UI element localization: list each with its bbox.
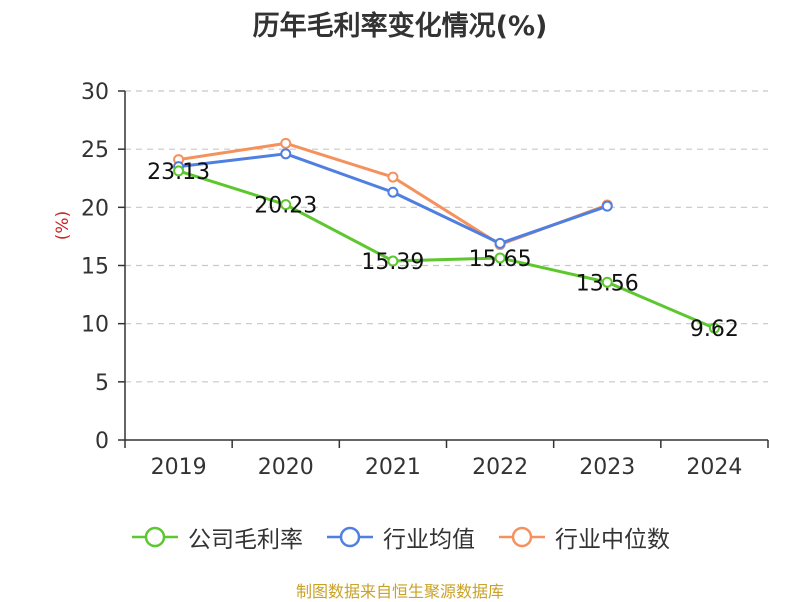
series-line-0 [178, 169, 716, 330]
data-label-2019: 23.13 [147, 160, 210, 185]
legend-swatch-industry-mean [327, 526, 373, 548]
y-tick-label-25: 25 [81, 138, 109, 163]
x-tick-label-2020: 2020 [258, 455, 314, 480]
series-1-point-2022 [494, 237, 506, 249]
x-tick-label-2023: 2023 [579, 455, 635, 480]
legend-item-company[interactable]: 公司毛利率 [130, 520, 303, 554]
legend-item-industry-mean[interactable]: 行业均值 [325, 520, 475, 554]
y-axis-label: (%) [53, 211, 73, 240]
y-tick-label-10: 10 [81, 313, 109, 338]
data-label-2021: 15.39 [361, 250, 424, 275]
series-1-point-2023 [601, 200, 613, 212]
legend-swatch-industry-median [499, 526, 545, 548]
series-1-point-2021 [387, 186, 399, 198]
legend: 公司毛利率 行业均值 行业中位数 [0, 520, 800, 554]
series-0-point-2022 [494, 252, 506, 264]
y-tick-label-30: 30 [81, 80, 109, 105]
series-2-point-2020 [280, 137, 292, 149]
x-tick-label-2021: 2021 [365, 455, 421, 480]
x-tick-label-2022: 2022 [472, 455, 528, 480]
data-label-2022: 15.65 [469, 247, 532, 272]
y-tick-label-15: 15 [81, 255, 109, 280]
x-tick-label-2024: 2024 [686, 455, 742, 480]
x-tick-label-2019: 2019 [151, 455, 207, 480]
y-tick-label-5: 5 [95, 371, 109, 396]
data-source-note: 制图数据来自恒生聚源数据库 [295, 582, 504, 601]
legend-swatch-company [132, 526, 178, 548]
legend-label-company: 公司毛利率 [188, 527, 303, 553]
series-0-point-2023 [601, 276, 613, 288]
data-label-2023: 13.56 [576, 271, 639, 296]
y-tick-label-0: 0 [95, 429, 109, 454]
chart-title: 历年毛利率变化情况(%) [252, 11, 548, 42]
series-0-point-2020 [280, 199, 292, 211]
series-0-point-2024 [708, 322, 720, 334]
legend-label-industry-mean: 行业均值 [383, 527, 475, 553]
data-label-2024: 9.62 [690, 317, 739, 342]
series-0-point-2021 [387, 255, 399, 267]
series-2-point-2021 [387, 171, 399, 183]
legend-item-industry-median[interactable]: 行业中位数 [497, 520, 670, 554]
legend-label-industry-median: 行业中位数 [555, 527, 670, 553]
series-0-point-2019 [173, 165, 185, 177]
series-line-1 [178, 152, 608, 245]
y-tick-label-20: 20 [81, 196, 109, 221]
data-label-2020: 20.23 [254, 194, 317, 219]
series-1-point-2020 [280, 148, 292, 160]
